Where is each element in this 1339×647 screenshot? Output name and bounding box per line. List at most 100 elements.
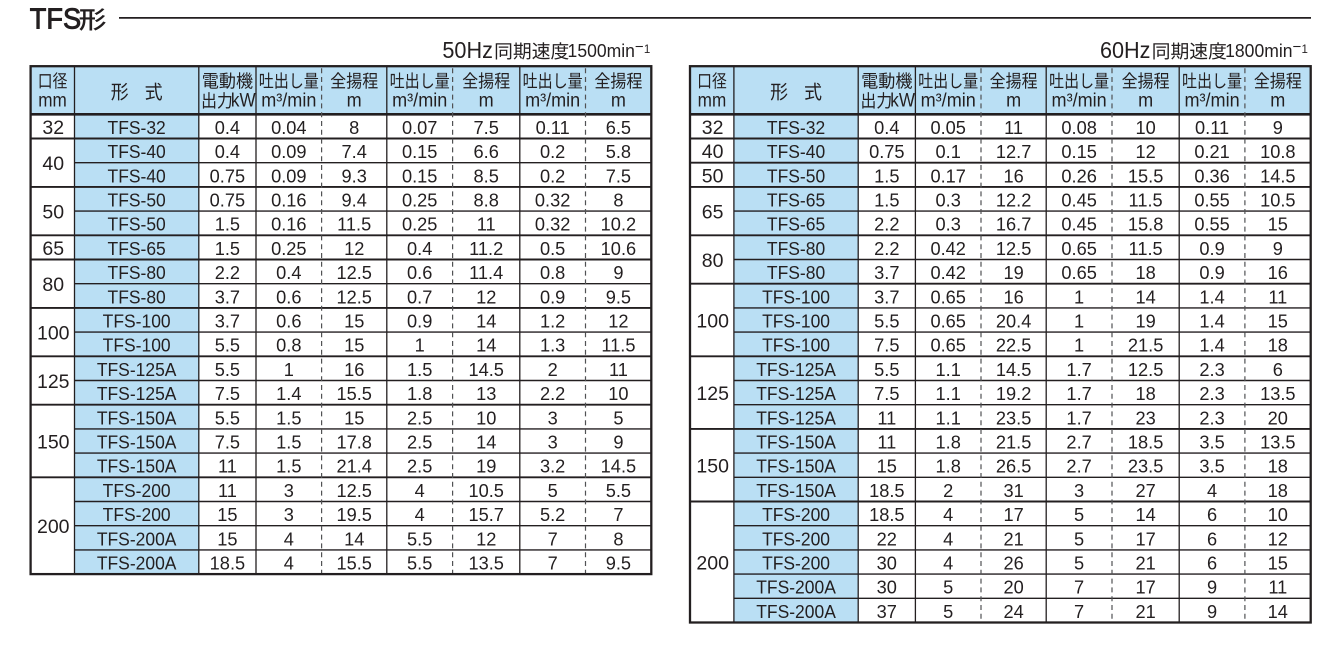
svg-text:9.4: 9.4	[342, 189, 367, 210]
svg-text:1.7: 1.7	[1066, 383, 1091, 404]
svg-text:1.5: 1.5	[276, 456, 301, 477]
svg-text:TFS-125A: TFS-125A	[97, 384, 177, 405]
svg-text:TFS-32: TFS-32	[767, 117, 825, 138]
svg-text:1: 1	[644, 44, 650, 56]
svg-text:20.4: 20.4	[996, 310, 1031, 331]
svg-text:3: 3	[284, 504, 294, 525]
svg-text:TFS-200A: TFS-200A	[756, 601, 836, 622]
svg-text:0.6: 0.6	[276, 310, 301, 331]
svg-text:65: 65	[702, 202, 724, 224]
svg-text:9: 9	[1207, 577, 1217, 598]
svg-text:0.55: 0.55	[1194, 189, 1229, 210]
svg-text:7.5: 7.5	[874, 335, 899, 356]
svg-text:13.5: 13.5	[1260, 431, 1295, 452]
svg-text:10.5: 10.5	[1260, 189, 1295, 210]
svg-text:12.2: 12.2	[996, 189, 1031, 210]
svg-text:TFS-200: TFS-200	[762, 553, 830, 574]
svg-text:1.4: 1.4	[1199, 335, 1224, 356]
svg-text:2.2: 2.2	[215, 262, 240, 283]
svg-text:8: 8	[349, 117, 359, 138]
svg-text:3.5: 3.5	[1199, 431, 1224, 452]
svg-text:12.5: 12.5	[336, 480, 371, 501]
svg-text:0.04: 0.04	[271, 117, 306, 138]
svg-text:32: 32	[702, 117, 724, 139]
svg-text:0.05: 0.05	[930, 117, 965, 138]
svg-text:15.8: 15.8	[1128, 214, 1163, 235]
svg-text:TFS-200A: TFS-200A	[97, 553, 177, 574]
svg-text:5.5: 5.5	[215, 359, 240, 380]
svg-text:0.26: 0.26	[1061, 165, 1096, 186]
svg-text:18: 18	[1135, 262, 1155, 283]
svg-text:TFS-100: TFS-100	[103, 335, 171, 356]
svg-text:mm: mm	[698, 89, 727, 111]
svg-text:13.5: 13.5	[1260, 383, 1295, 404]
svg-text:18.5: 18.5	[210, 552, 245, 573]
svg-text:TFS-100: TFS-100	[762, 335, 830, 356]
svg-text:1.5: 1.5	[874, 189, 899, 210]
svg-text:1: 1	[1074, 286, 1084, 307]
svg-text:TFS-150A: TFS-150A	[756, 480, 836, 501]
svg-text:TFS-100: TFS-100	[762, 287, 830, 308]
svg-text:TFS-80: TFS-80	[108, 263, 166, 284]
svg-text:16: 16	[1003, 165, 1023, 186]
svg-text:0.1: 0.1	[936, 141, 961, 162]
svg-text:TFS-200A: TFS-200A	[756, 577, 836, 598]
svg-text:23.5: 23.5	[996, 407, 1031, 428]
svg-text:TFS-80: TFS-80	[108, 287, 166, 308]
svg-text:1.1: 1.1	[936, 359, 961, 380]
svg-text:40: 40	[42, 153, 64, 175]
svg-text:65: 65	[42, 238, 64, 260]
svg-text:7.5: 7.5	[606, 165, 631, 186]
svg-text:5.5: 5.5	[874, 359, 899, 380]
svg-text:3: 3	[548, 407, 558, 428]
svg-text:2.2: 2.2	[874, 238, 899, 259]
svg-text:30: 30	[877, 552, 897, 573]
svg-text:0.65: 0.65	[930, 286, 965, 307]
svg-text:15.5: 15.5	[1128, 165, 1163, 186]
svg-text:9: 9	[613, 262, 623, 283]
svg-text:0.11: 0.11	[1195, 117, 1229, 138]
svg-text:1.1: 1.1	[936, 407, 961, 428]
svg-text:14: 14	[344, 528, 364, 549]
svg-text:3.5: 3.5	[1199, 456, 1224, 477]
svg-text:12.5: 12.5	[336, 286, 371, 307]
svg-text:TFS-150A: TFS-150A	[756, 456, 836, 477]
svg-text:11: 11	[1004, 117, 1023, 138]
svg-text:7.5: 7.5	[215, 383, 240, 404]
svg-text:19: 19	[476, 456, 496, 477]
svg-text:15.5: 15.5	[336, 552, 371, 573]
svg-text:TFS-65: TFS-65	[767, 214, 825, 235]
svg-text:4: 4	[943, 528, 953, 549]
svg-text:kW: kW	[231, 90, 256, 111]
svg-text:1.3: 1.3	[540, 335, 565, 356]
svg-text:0.6: 0.6	[407, 262, 432, 283]
svg-text:20: 20	[1268, 407, 1288, 428]
svg-text:TFS: TFS	[30, 3, 81, 35]
svg-text:7: 7	[1074, 577, 1084, 598]
svg-text:11: 11	[218, 456, 237, 477]
svg-text:m³/min: m³/min	[1052, 89, 1107, 111]
svg-text:10.2: 10.2	[601, 214, 636, 235]
svg-text:1.1: 1.1	[936, 383, 961, 404]
svg-text:19: 19	[1135, 310, 1155, 331]
svg-text:20: 20	[1003, 577, 1023, 598]
svg-text:5.8: 5.8	[606, 141, 631, 162]
svg-text:0.8: 0.8	[540, 262, 565, 283]
svg-text:TFS-40: TFS-40	[767, 142, 825, 163]
svg-text:12.7: 12.7	[996, 141, 1031, 162]
svg-text:2.2: 2.2	[540, 383, 565, 404]
svg-text:0.4: 0.4	[407, 238, 432, 259]
svg-text:9.3: 9.3	[342, 165, 367, 186]
svg-text:TFS-65: TFS-65	[108, 238, 166, 259]
svg-text:10: 10	[1135, 117, 1155, 138]
svg-text:TFS-80: TFS-80	[767, 263, 825, 284]
svg-text:14: 14	[476, 335, 496, 356]
svg-text:24: 24	[1003, 601, 1023, 622]
svg-text:m³/min: m³/min	[921, 89, 976, 111]
svg-text:14.5: 14.5	[996, 359, 1031, 380]
svg-text:3.7: 3.7	[874, 286, 899, 307]
svg-text:10: 10	[476, 407, 496, 428]
svg-text:11: 11	[877, 407, 896, 428]
svg-text:2.2: 2.2	[874, 214, 899, 235]
svg-text:60Hz: 60Hz	[1100, 37, 1150, 63]
